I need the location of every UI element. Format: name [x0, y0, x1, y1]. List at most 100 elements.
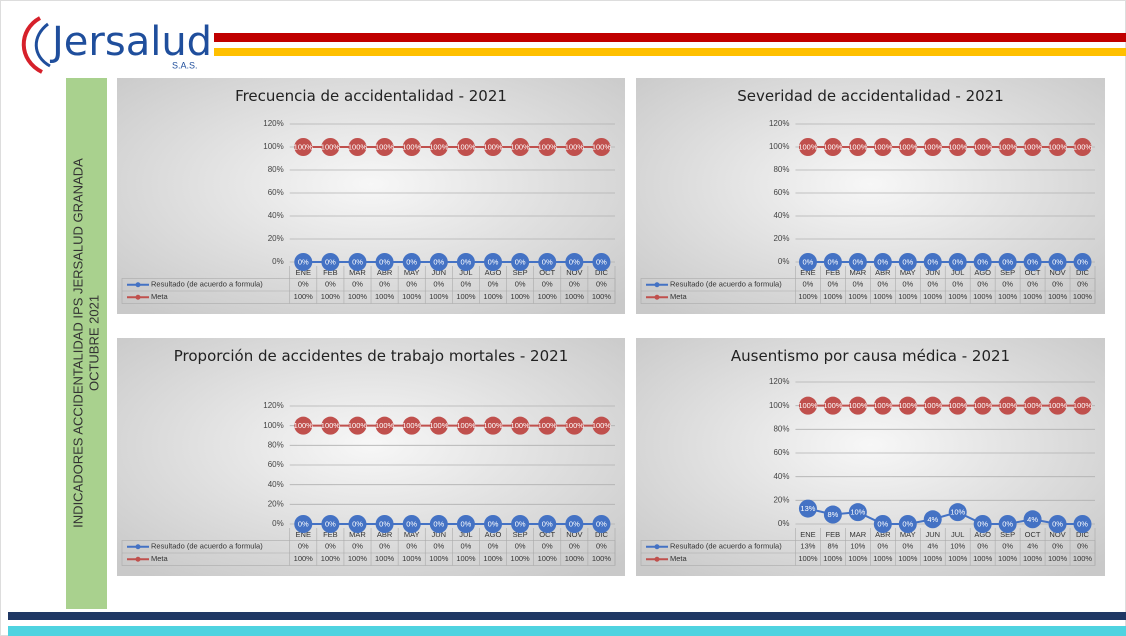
- data-point: [798, 499, 817, 518]
- y-tick-label: 60%: [773, 448, 789, 457]
- data-label: 100%: [321, 421, 341, 430]
- table-value: 100%: [456, 554, 476, 563]
- data-label: 100%: [1073, 401, 1093, 410]
- logo-text: Jersalud: [49, 19, 212, 65]
- chart-title-box: Proporción de accidentes de trabajo mort…: [173, 347, 569, 365]
- category-label: MAR: [349, 268, 366, 277]
- data-label: 100%: [429, 142, 449, 151]
- table-value: 0%: [852, 280, 863, 289]
- category-label: SEP: [513, 530, 528, 539]
- footer-bar: [8, 626, 1126, 636]
- sidebar-line: INDICADORES ACCIDENTALIDAD IPS JERSALUD …: [70, 158, 85, 528]
- category-label: FEB: [323, 530, 338, 539]
- data-point: [429, 138, 448, 156]
- table-value: 100%: [429, 292, 449, 301]
- data-label: 100%: [923, 401, 943, 410]
- data-point: [565, 416, 584, 435]
- table-value: 100%: [375, 554, 395, 563]
- data-point: [511, 515, 530, 533]
- data-label: 100%: [375, 421, 395, 430]
- category-label: NOV: [1049, 268, 1065, 277]
- data-point: [823, 505, 842, 524]
- chart: Proporción de accidentes de trabajo mort…: [117, 338, 625, 576]
- data-label: 0%: [877, 257, 888, 266]
- chart-title: Proporción de accidentes de trabajo mort…: [173, 347, 569, 365]
- category-label: AGO: [485, 268, 502, 277]
- data-point: [402, 253, 421, 271]
- category-label: OCT: [539, 530, 555, 539]
- table-value: 100%: [348, 292, 368, 301]
- table-value: 100%: [923, 554, 943, 563]
- category-label: AGO: [974, 268, 991, 277]
- category-label: SEP: [1000, 268, 1015, 277]
- data-label: 100%: [456, 142, 476, 151]
- y-tick-label: 20%: [268, 499, 284, 508]
- data-point: [973, 396, 992, 415]
- table-value: 0%: [927, 280, 938, 289]
- table-value: 0%: [977, 280, 988, 289]
- table-value: 100%: [592, 554, 612, 563]
- data-point: [948, 503, 967, 522]
- data-label: 100%: [948, 142, 968, 151]
- y-tick-label: 0%: [778, 257, 790, 266]
- data-label: 100%: [538, 142, 558, 151]
- data-point: [998, 396, 1017, 415]
- data-label: 100%: [402, 421, 422, 430]
- category-label: JUL: [459, 268, 472, 277]
- category-label: FEB: [323, 268, 338, 277]
- table-value: 100%: [998, 554, 1018, 563]
- table-value: 100%: [848, 292, 868, 301]
- data-label: 100%: [1023, 142, 1043, 151]
- data-label: 0%: [515, 257, 526, 266]
- table-value: 0%: [515, 280, 526, 289]
- data-point: [592, 138, 611, 156]
- y-tick-label: 40%: [773, 472, 789, 481]
- table-value: 100%: [538, 292, 558, 301]
- y-tick-label: 60%: [773, 188, 789, 197]
- data-label: 0%: [852, 257, 863, 266]
- data-point: [1073, 396, 1092, 415]
- logo-swoosh: [21, 16, 43, 74]
- table-value: 100%: [798, 554, 818, 563]
- category-label: ABR: [377, 530, 393, 539]
- data-label: 100%: [798, 401, 818, 410]
- data-point: [898, 138, 917, 156]
- legend-label: Resultado (de acuerdo a formula): [151, 280, 263, 289]
- table-value: 0%: [902, 542, 913, 551]
- data-point: [456, 515, 475, 533]
- table-value: 100%: [1023, 292, 1043, 301]
- category-label: ENE: [296, 530, 311, 539]
- table-value: 0%: [596, 542, 607, 551]
- data-point: [429, 253, 448, 271]
- data-point: [1073, 253, 1092, 271]
- data-label: 0%: [298, 519, 309, 528]
- data-label: 0%: [569, 519, 580, 528]
- category-label: ENE: [800, 268, 815, 277]
- category-label: JUN: [925, 530, 940, 539]
- data-point: [948, 253, 967, 271]
- data-label: 100%: [538, 421, 558, 430]
- data-point: [923, 510, 942, 529]
- sidebar-line: OCTUBRE 2021: [86, 295, 101, 391]
- data-point: [375, 515, 394, 533]
- table-value: 100%: [1048, 554, 1068, 563]
- y-tick-label: 20%: [773, 234, 789, 243]
- chart-title-box: Frecuencia de accidentalidad - 2021: [235, 87, 507, 105]
- data-label: 100%: [348, 142, 368, 151]
- data-label: 0%: [379, 257, 390, 266]
- data-point: [321, 515, 340, 533]
- data-label: 100%: [565, 421, 585, 430]
- data-label: 8%: [827, 510, 838, 519]
- data-label: 0%: [433, 519, 444, 528]
- data-label: 100%: [511, 142, 531, 151]
- table-value: 100%: [898, 292, 918, 301]
- logo-swoosh: [34, 22, 51, 68]
- legend-marker: [654, 544, 660, 550]
- data-label: 100%: [592, 421, 612, 430]
- data-label: 100%: [898, 401, 918, 410]
- y-tick-label: 40%: [268, 480, 284, 489]
- category-label: JUL: [951, 268, 964, 277]
- data-label: 0%: [460, 257, 471, 266]
- data-point: [565, 515, 584, 533]
- category-label: MAY: [900, 530, 916, 539]
